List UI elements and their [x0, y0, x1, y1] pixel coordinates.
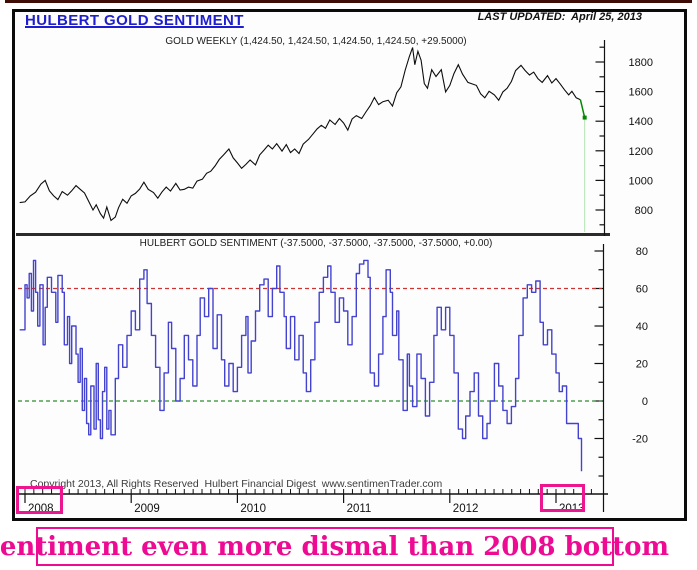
page-title: HULBERT GOLD SENTIMENT: [25, 12, 244, 29]
highlight-box-2008: [16, 486, 63, 514]
highlight-box-2013: [540, 484, 585, 512]
copyright-text: Copyright 2013, All Rights Reserved Hulb…: [30, 478, 443, 490]
top-border-line: [5, 0, 692, 3]
caption-box: Sentiment even more dismal than 2008 bot…: [0, 527, 669, 566]
chart-frame: [12, 9, 687, 521]
last-updated-label: LAST UPDATED: April 25, 2013: [477, 11, 642, 23]
gold-panel-title: GOLD WEEKLY (1,424.50, 1,424.50, 1,424.5…: [165, 36, 467, 47]
sentiment-panel-title: HULBERT GOLD SENTIMENT (-37.5000, -37.50…: [139, 238, 493, 249]
caption-text: Sentiment even more dismal than 2008 bot…: [0, 531, 669, 562]
